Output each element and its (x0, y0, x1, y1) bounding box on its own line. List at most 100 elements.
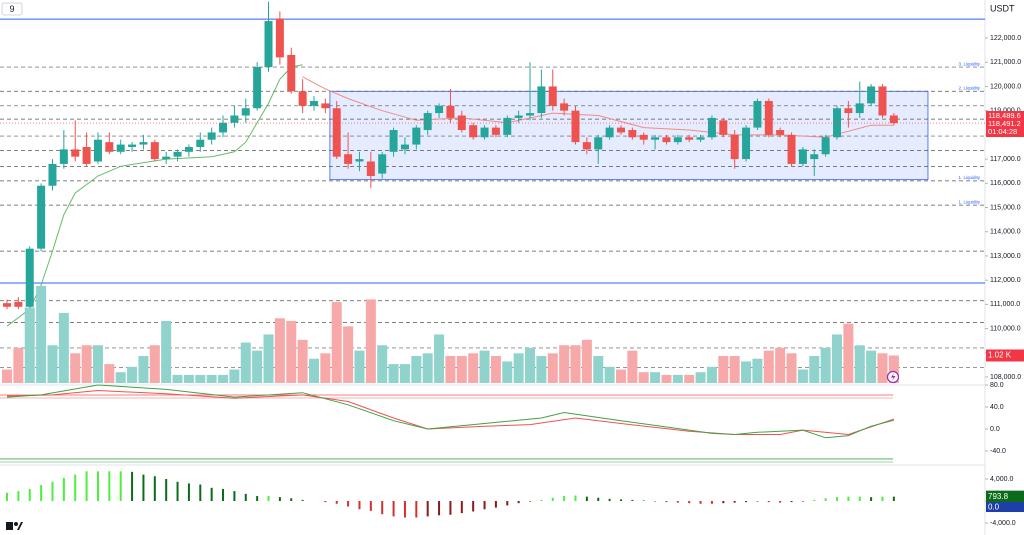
volume-bar (615, 369, 626, 383)
candle-body (150, 142, 159, 160)
candle-body (673, 137, 682, 143)
histogram-bar (233, 491, 236, 502)
histogram-bar (426, 501, 429, 517)
volume-bar (218, 374, 229, 383)
candle-body (810, 154, 819, 160)
histogram-bar (449, 501, 452, 515)
volume-bar (479, 350, 490, 383)
histogram-bar (585, 496, 588, 502)
candle-body (287, 54, 296, 92)
histogram-bar (824, 498, 827, 502)
y-tick-label: -40.0 (990, 448, 1006, 455)
y-tick-label: 119,000.0 (990, 108, 1021, 115)
volume-bar (581, 339, 592, 383)
candle-body (37, 185, 46, 249)
volume-bar (672, 374, 683, 383)
candle-body (264, 21, 273, 68)
histogram-bar (529, 501, 532, 502)
candle-body (855, 103, 864, 114)
candle-body (798, 149, 807, 164)
candle-body (423, 113, 432, 131)
histogram-bar (767, 501, 770, 503)
candle-body (321, 103, 330, 109)
volume-bar (92, 345, 103, 383)
candle-body (116, 144, 125, 152)
volume-bar (627, 350, 638, 383)
alert-icon[interactable] (886, 370, 900, 384)
histogram-bar (176, 481, 179, 502)
volume-bar (832, 334, 843, 383)
candle-body (844, 108, 853, 114)
candle-body (707, 117, 716, 138)
candle-body (48, 163, 57, 186)
histogram-bar (745, 501, 748, 503)
histogram-bar (210, 487, 213, 502)
histogram-bar (699, 501, 702, 504)
histogram-bar (358, 501, 361, 510)
y-tick-label: 120,000.0 (990, 83, 1021, 90)
volume-bar (308, 358, 319, 383)
histogram-bar (392, 501, 395, 517)
volume-bar (149, 345, 160, 383)
y-tick-label: 0.0 (990, 426, 1000, 433)
volume-bar (729, 356, 740, 383)
volume-bar (695, 372, 706, 383)
histogram-bar (40, 485, 43, 502)
candle-body (685, 137, 694, 140)
volume-bar (513, 353, 524, 383)
y-tick-label: 110,000.0 (990, 325, 1021, 332)
volume-bar (525, 347, 536, 383)
oscillator-line (6, 384, 895, 439)
volume-bar (718, 356, 729, 383)
volume-bar (797, 369, 808, 383)
histogram-bar (597, 497, 600, 502)
candle-body (616, 127, 625, 133)
volume-bar (183, 374, 194, 383)
candle-body (355, 159, 364, 162)
histogram-bar (517, 501, 520, 504)
volume-bar (468, 353, 479, 383)
candle-body (548, 86, 557, 106)
histogram-bar (17, 491, 20, 502)
candle-body (446, 105, 455, 118)
volume-bar (456, 356, 467, 383)
histogram-bar (540, 499, 543, 502)
interval-badge[interactable] (1, 2, 23, 16)
volume-bar (377, 345, 388, 383)
volume-bar (36, 285, 47, 383)
candle-body (776, 130, 785, 135)
candle-body (412, 127, 421, 145)
volume-bar (286, 320, 297, 383)
histogram-bar (892, 496, 895, 502)
countdown-label: 01:04:28 (988, 127, 1017, 136)
candle-body (560, 103, 569, 111)
y-tick-label: 115,000.0 (990, 204, 1021, 211)
y-tick-label: -4,000.0 (990, 520, 1016, 527)
signal-label: 0.0 (988, 503, 1000, 512)
candle-body (344, 154, 353, 164)
histogram-bar (28, 488, 31, 502)
candle-body (491, 127, 500, 135)
histogram-bar (108, 471, 111, 502)
volume-bar (741, 361, 752, 383)
volume-bar (866, 350, 877, 383)
volume-bar (809, 356, 820, 383)
candle-body (253, 67, 262, 109)
price-label: 1.02 K (988, 351, 1012, 360)
candle-body (480, 127, 489, 138)
candle-body (753, 100, 762, 128)
candle-body (821, 137, 830, 155)
y-tick-label: 4,000.0 (990, 476, 1013, 483)
histogram-bar (199, 484, 202, 502)
candle-body (400, 144, 409, 150)
volume-bar (820, 347, 831, 383)
volume-bar (593, 356, 604, 383)
volume-bar (559, 345, 570, 383)
volume-bar (343, 326, 354, 383)
candle-body (332, 108, 341, 157)
volume-bar (127, 366, 138, 383)
candle-body (651, 137, 660, 140)
candle-body (867, 86, 876, 104)
volume-bar (58, 312, 69, 383)
volume-bar (604, 366, 615, 383)
